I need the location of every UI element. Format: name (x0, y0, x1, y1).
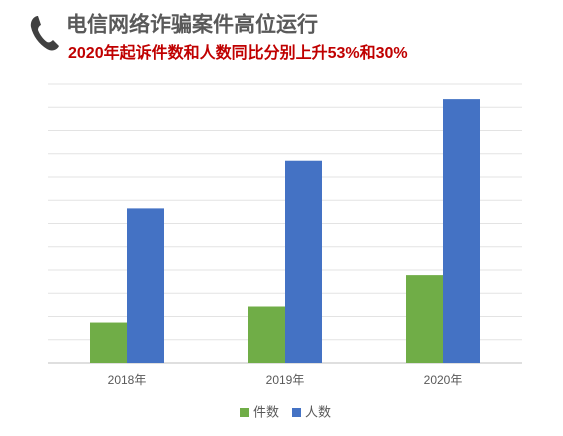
chart-subtitle: 2020年起诉件数和人数同比分别上升53%和30% (68, 43, 408, 62)
legend-swatch (292, 408, 301, 417)
legend-label: 件数 (253, 404, 279, 419)
bar (127, 208, 164, 363)
legend-label: 人数 (305, 404, 331, 419)
bar (248, 306, 285, 363)
x-tick-label: 2020年 (424, 373, 463, 387)
chart-title: 电信网络诈骗案件高位运行 (66, 13, 318, 37)
bar (90, 322, 127, 363)
legend-swatch (240, 408, 249, 417)
bar (443, 99, 480, 364)
phone-icon (30, 16, 59, 51)
bar (285, 160, 322, 363)
bar (406, 275, 443, 363)
x-tick-label: 2018年 (108, 373, 147, 387)
x-tick-label: 2019年 (266, 373, 305, 387)
